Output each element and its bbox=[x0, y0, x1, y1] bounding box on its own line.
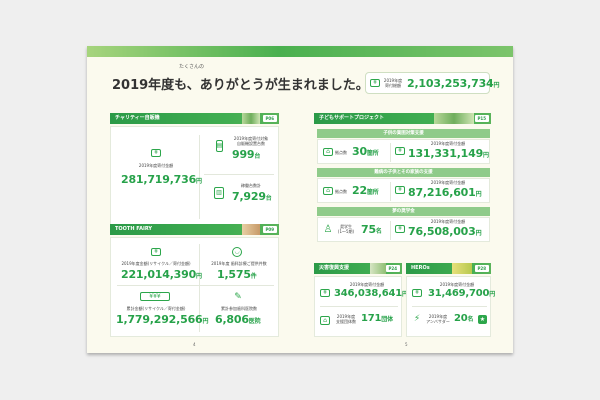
money-icon: ¥ bbox=[395, 147, 405, 155]
charity-cumulative-value: 7,929台 bbox=[232, 190, 272, 203]
tooth-year-count-label: 2019年度 歯科診療ご提供件数 bbox=[211, 261, 267, 266]
heroes-amount-value: 31,469,700円 bbox=[428, 288, 496, 299]
tooth-clinics-label: 累計参加歯科医院数 bbox=[221, 306, 257, 311]
kids-poverty-row: ⌂ 拠点数 30箇所 ¥ 2019年度寄付金額 131,331,149円 bbox=[317, 139, 490, 164]
kids-scholar-subheader: 夢の奨学金 bbox=[317, 207, 490, 216]
kids-poverty-left-value: 30箇所 bbox=[352, 145, 379, 158]
title-ruby: たくさんの bbox=[179, 64, 205, 70]
kids-illness-left-value: 22箇所 bbox=[352, 184, 379, 197]
disaster-card: ¥ 2019年度寄付金額 346,038,641円 ⌂ 2019年度 支援団体数… bbox=[314, 276, 408, 337]
charity-machines-label-2: 自販機設置台数 bbox=[237, 141, 265, 146]
tooth-header: TOOTH FAIRY P09 bbox=[110, 224, 279, 235]
kids-poverty-left-label: 拠点数 bbox=[335, 150, 347, 155]
heroes-card: ¥ 2019年度寄付金額 31,469,700円 ⚡ 2019年度 アンバサダー… bbox=[406, 276, 495, 337]
money-icon: ¥ bbox=[412, 289, 422, 297]
total-donation-box: ¥ 2019年度 寄付総額 2,103,253,734円 bbox=[365, 72, 499, 94]
toothbrush-icon: ✎ bbox=[234, 291, 242, 302]
tooth-year-amount-label: 2019年度金額(リサイクル／寄付金額) bbox=[121, 261, 191, 266]
disaster-header-label: 災害復興支援 bbox=[319, 265, 350, 271]
page-number-left: 4 bbox=[193, 342, 196, 347]
vending-photo bbox=[242, 113, 260, 124]
document-spread: たくさんの 2019年度も、ありがとうが生まれました。 ¥ 2019年度 寄付総… bbox=[87, 46, 513, 353]
tooth-clinics-value: 6,806医院 bbox=[215, 313, 261, 326]
heroes-header-label: HEROs bbox=[411, 265, 430, 271]
money-icon: ¥ bbox=[370, 79, 380, 87]
kids-scholar-right-value: 76,508,003円 bbox=[408, 225, 482, 238]
heroes-header: HEROs P28 bbox=[406, 263, 491, 274]
kids-photo bbox=[434, 113, 474, 124]
charity-card: ¥ 2019年度寄付金額 281,719,736円 ▤ 2019年度寄付対象 自… bbox=[110, 126, 279, 226]
disaster-amount-label: 2019年度寄付金額 bbox=[349, 282, 385, 287]
tooth-icon: ◡ bbox=[232, 247, 242, 257]
heroes-logo-icon: ★ bbox=[478, 315, 487, 324]
tooth-total-amount-label: 累計金額(リサイクル／寄付金額) bbox=[126, 306, 186, 311]
house-icon: ⌂ bbox=[323, 187, 333, 195]
student-icon: ♙ bbox=[323, 224, 333, 235]
charity-page-ref: P06 bbox=[262, 115, 277, 122]
heroes-amount-label: 2019年度寄付金額 bbox=[439, 282, 475, 287]
kids-illness-subheader: 難病の子供とその家族の支援 bbox=[317, 168, 490, 177]
stacked-money-icon: ¥¥¥ bbox=[140, 292, 170, 301]
tooth-total-amount-value: 1,779,292,566円 bbox=[116, 313, 209, 326]
page-number-right: 5 bbox=[405, 342, 408, 347]
kids-header: 子どもサポートプロジェクト P15 bbox=[314, 113, 491, 124]
disaster-page-ref: P24 bbox=[385, 265, 400, 272]
house-icon: ⌂ bbox=[323, 148, 333, 156]
kids-poverty-subheader: 子供の貧困対策支援 bbox=[317, 129, 490, 138]
charity-header-label: チャリティー自販機 bbox=[115, 115, 160, 121]
charity-machines-label-1: 2019年度寄付対象 bbox=[233, 136, 269, 141]
charity-machines-value: 999台 bbox=[232, 148, 261, 161]
heroes-page-ref: P28 bbox=[474, 265, 489, 272]
charity-cumulative-label: 稼働台数計 bbox=[241, 183, 261, 188]
kids-header-label: 子どもサポートプロジェクト bbox=[319, 115, 385, 121]
kids-scholar-left-label-1: 奨学生 bbox=[340, 224, 352, 229]
disaster-groups-label-1: 2019年度 bbox=[336, 314, 356, 319]
heroes-ambassadors-label-1: 2019年度 bbox=[428, 314, 448, 319]
kids-illness-right-label: 2019年度寄付金額 bbox=[430, 180, 466, 185]
money-icon: ¥ bbox=[320, 289, 330, 297]
tooth-photo bbox=[242, 224, 260, 235]
vending-machines-icon: ▥ bbox=[214, 187, 224, 199]
top-green-band bbox=[87, 46, 513, 57]
kids-poverty-right-value: 131,331,149円 bbox=[408, 147, 489, 160]
heroes-photo bbox=[452, 263, 472, 274]
kids-illness-row: ⌂ 拠点数 22箇所 ¥ 2019年度寄付金額 87,216,601円 bbox=[317, 178, 490, 203]
heroes-ambassadors-label-2: アンバサダー bbox=[426, 319, 450, 324]
kids-scholar-right-label: 2019年度寄付金額 bbox=[430, 219, 466, 224]
runner-icon: ⚡ bbox=[413, 314, 421, 324]
tooth-year-amount-value: 221,014,390円 bbox=[121, 268, 202, 281]
disaster-amount-value: 346,038,641円 bbox=[334, 288, 408, 299]
heroes-ambassadors-value: 20名 bbox=[454, 313, 474, 324]
charity-header: チャリティー自販機 P06 bbox=[110, 113, 279, 124]
money-icon: ¥ bbox=[151, 248, 161, 256]
money-icon: ¥ bbox=[395, 225, 405, 233]
kids-poverty-right-label: 2019年度寄付金額 bbox=[430, 141, 466, 146]
vending-machine-icon: ▤ bbox=[216, 140, 223, 152]
charity-donation-label: 2019年度寄付金額 bbox=[138, 163, 174, 168]
disaster-groups-label-2: 支援団体数 bbox=[336, 319, 356, 324]
total-label-line1: 2019年度 bbox=[383, 78, 403, 83]
house-heart-icon: ⌂ bbox=[320, 316, 330, 325]
tooth-page-ref: P09 bbox=[262, 226, 277, 233]
money-icon: ¥ bbox=[395, 186, 405, 194]
kids-scholar-left-label-2: (1～5期) bbox=[337, 229, 355, 234]
money-icon: ¥ bbox=[151, 149, 161, 157]
kids-scholar-row: ♙ 奨学生 (1～5期) 75名 ¥ 2019年度寄付金額 76,508,003… bbox=[317, 217, 490, 242]
disaster-header: 災害復興支援 P24 bbox=[314, 263, 402, 274]
kids-illness-right-value: 87,216,601円 bbox=[408, 186, 482, 199]
disaster-photo bbox=[370, 263, 386, 274]
tooth-header-label: TOOTH FAIRY bbox=[115, 226, 153, 232]
charity-donation-value: 281,719,736円 bbox=[121, 173, 202, 186]
total-label-line2: 寄付総額 bbox=[385, 83, 401, 88]
total-value: 2,103,253,734円 bbox=[407, 77, 500, 90]
kids-scholar-left-value: 75名 bbox=[361, 223, 382, 236]
tooth-year-count-value: 1,575件 bbox=[217, 268, 257, 281]
kids-page-ref: P15 bbox=[474, 115, 489, 122]
disaster-groups-value: 171団体 bbox=[361, 313, 393, 324]
tooth-card: ¥ 2019年度金額(リサイクル／寄付金額) 221,014,390円 ◡ 20… bbox=[110, 237, 279, 337]
kids-illness-left-label: 拠点数 bbox=[335, 189, 347, 194]
page-title: 2019年度も、ありがとうが生まれました。 bbox=[112, 78, 369, 93]
